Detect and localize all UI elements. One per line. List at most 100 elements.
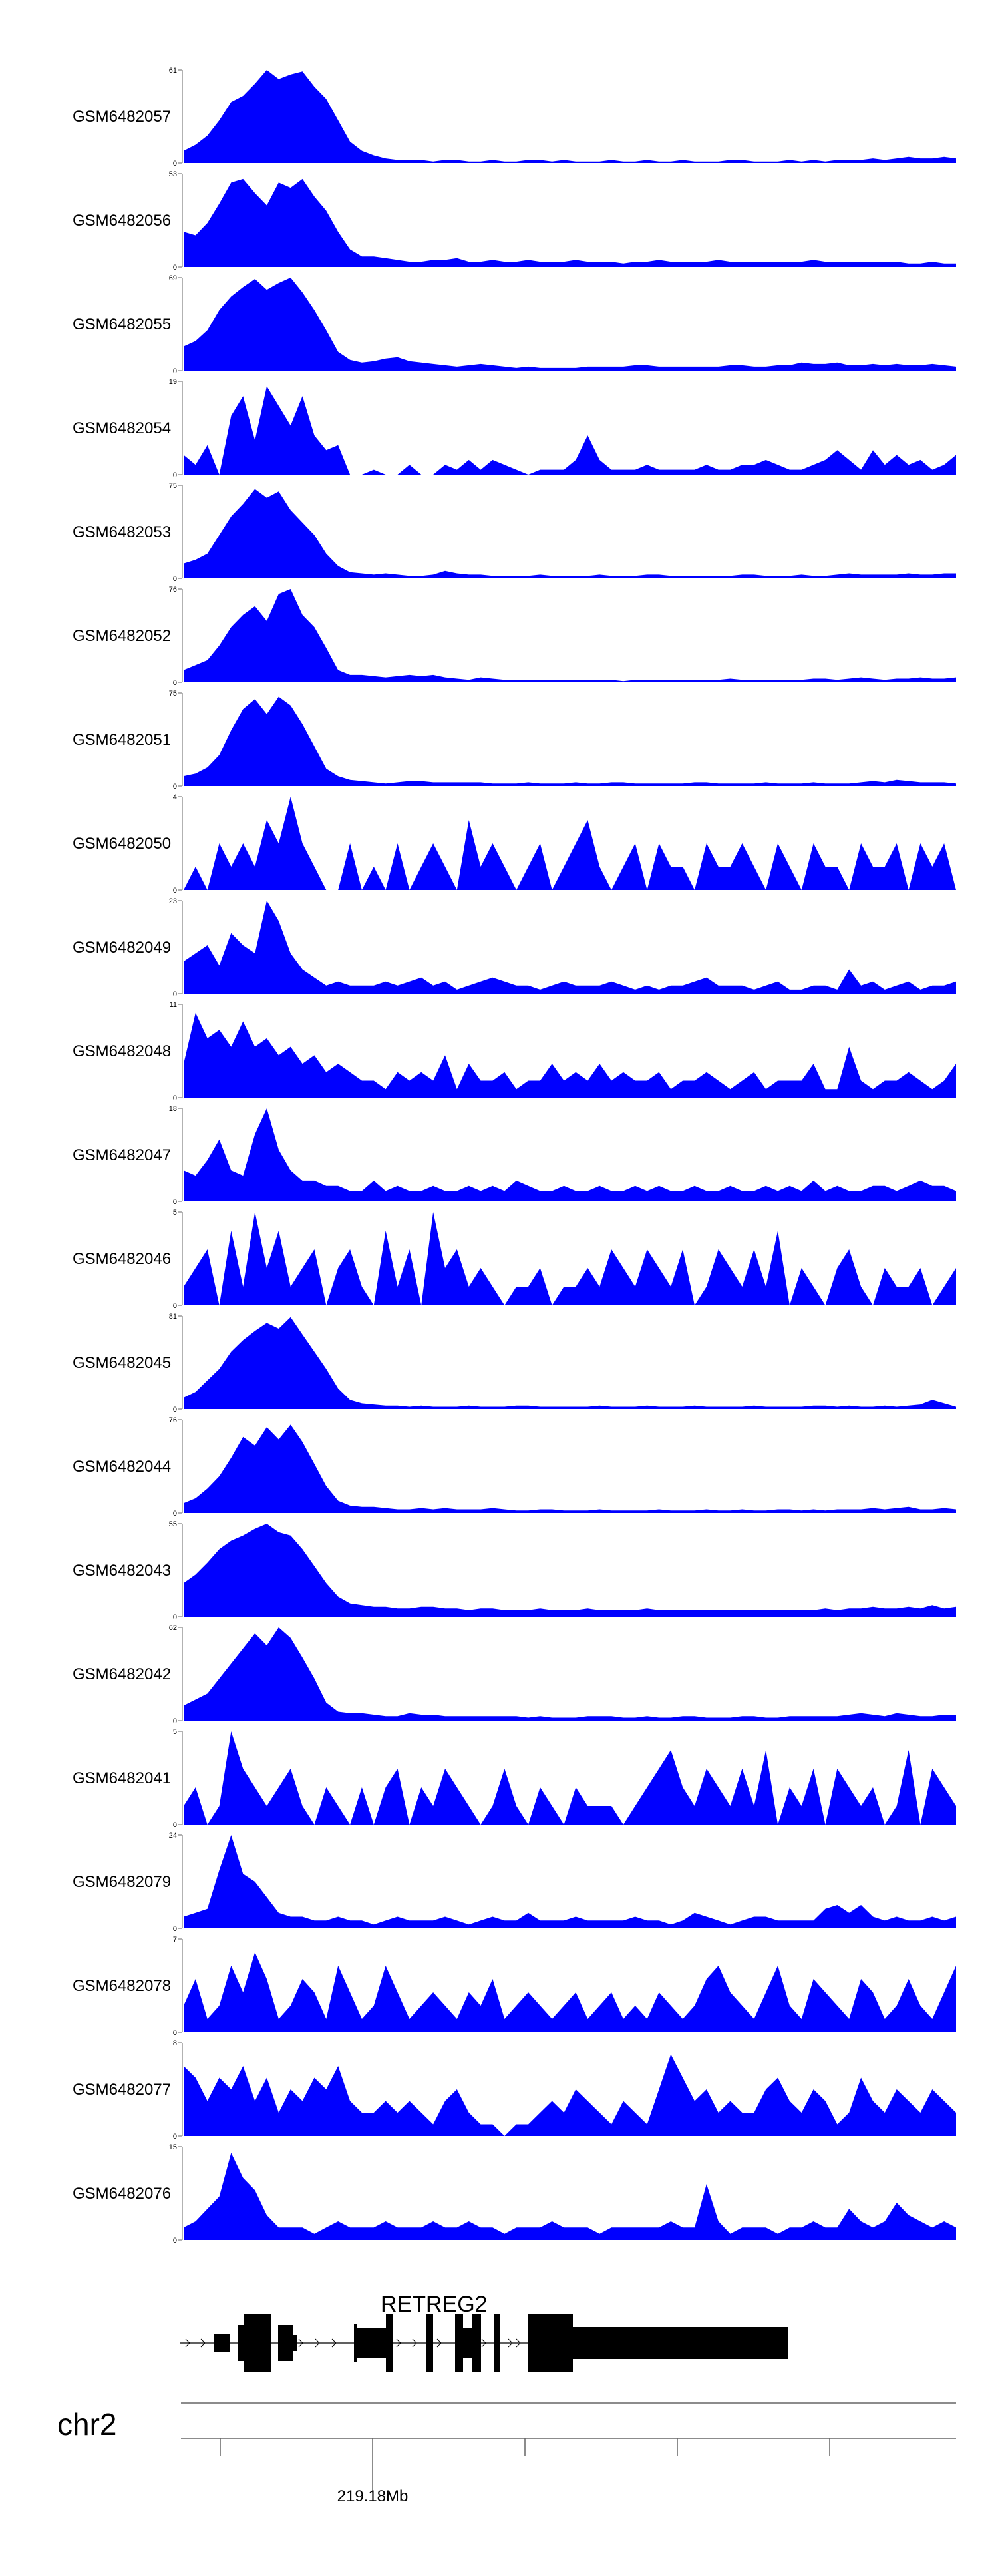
track: GSM6482046 5 0: [73, 1209, 956, 1310]
strand-arrow: [436, 2338, 442, 2348]
track-label: GSM6482047: [73, 1146, 171, 1164]
track-label: GSM6482045: [73, 1354, 171, 1372]
gene-strand-arrows: [185, 2338, 521, 2348]
gene-exon: [278, 2325, 293, 2361]
y-max-label: 15: [169, 2143, 177, 2151]
track: GSM6482052 76 0: [73, 586, 956, 687]
track-label: GSM6482052: [73, 627, 171, 645]
signal-area: [184, 1108, 956, 1201]
y-min-label: 0: [173, 1821, 177, 1829]
y-min-label: 0: [173, 1717, 177, 1725]
chromosome-label: chr2: [57, 2407, 116, 2442]
y-min-label: 0: [173, 990, 177, 998]
gene-exon: [455, 2314, 463, 2372]
gene-exon: [573, 2327, 788, 2359]
y-min-label: 0: [173, 1406, 177, 1414]
track: GSM6482044 76 0: [73, 1416, 956, 1518]
strand-arrow: [185, 2338, 190, 2348]
track-label: GSM6482042: [73, 1665, 171, 1683]
strand-arrow: [298, 2338, 303, 2348]
y-min-label: 0: [173, 1094, 177, 1102]
gene-exons: [214, 2314, 788, 2372]
strand-arrow: [508, 2338, 513, 2348]
signal-area: [184, 1627, 956, 1721]
signal-area: [184, 589, 956, 682]
signal-area: [184, 489, 956, 578]
chromosome-axis-panel: chr2 219.18Mb: [57, 2402, 956, 2505]
y-max-label: 76: [169, 586, 177, 594]
track-label: GSM6482044: [73, 1458, 171, 1476]
signal-area: [184, 797, 956, 890]
signal-area: [184, 278, 956, 371]
track-label: GSM6482054: [73, 419, 171, 437]
y-max-label: 5: [173, 1728, 177, 1736]
y-min-label: 0: [173, 679, 177, 687]
strand-arrow: [481, 2338, 486, 2348]
track-label: GSM6482048: [73, 1042, 171, 1060]
signal-area: [184, 1424, 956, 1513]
track-label: GSM6482050: [73, 835, 171, 853]
signal-area: [184, 1835, 956, 1928]
track-label: GSM6482076: [73, 2185, 171, 2203]
y-min-label: 0: [173, 1510, 177, 1518]
y-min-label: 0: [173, 1302, 177, 1310]
track: GSM6482057 61 0: [73, 67, 956, 168]
track: GSM6482055 69 0: [73, 274, 956, 375]
y-min-label: 0: [173, 367, 177, 375]
gene-exon: [463, 2328, 472, 2358]
track: GSM6482054 19 0: [73, 378, 956, 479]
track-label: GSM6482057: [73, 108, 171, 126]
signal-area: [184, 386, 956, 475]
signal-area: [184, 1012, 956, 1098]
y-max-label: 62: [169, 1624, 177, 1632]
strand-arrow: [516, 2338, 521, 2348]
signal-area: [184, 2054, 956, 2136]
strand-arrow: [315, 2338, 320, 2348]
gene-exon: [472, 2314, 481, 2372]
signal-area: [184, 696, 956, 786]
signal-area: [184, 70, 956, 163]
signal-area: [184, 1731, 956, 1825]
y-max-label: 7: [173, 1936, 177, 1944]
track-label: GSM6482078: [73, 1977, 171, 1995]
signal-area: [184, 2153, 956, 2240]
track: GSM6482056 53 0: [73, 170, 956, 272]
strand-arrow: [396, 2338, 401, 2348]
y-min-label: 0: [173, 471, 177, 479]
y-max-label: 24: [169, 1832, 177, 1840]
y-max-label: 55: [169, 1520, 177, 1528]
gene-exon: [386, 2314, 393, 2372]
track: GSM6482050 4 0: [73, 793, 956, 895]
y-max-label: 53: [169, 170, 177, 178]
y-max-label: 8: [173, 2039, 177, 2047]
track: GSM6482042 62 0: [73, 1624, 956, 1725]
gene-exon: [426, 2314, 433, 2372]
track: GSM6482077 8 0: [73, 2039, 956, 2141]
y-min-label: 0: [173, 2133, 177, 2141]
track: GSM6482043 55 0: [73, 1520, 956, 1621]
track: GSM6482045 81 0: [73, 1313, 956, 1414]
y-min-label: 0: [173, 264, 177, 272]
y-max-label: 11: [170, 1001, 177, 1009]
gene-exon: [214, 2334, 230, 2352]
y-max-label: 5: [173, 1209, 177, 1217]
y-max-label: 75: [169, 482, 177, 490]
strand-arrow: [200, 2338, 206, 2348]
y-min-label: 0: [173, 575, 177, 583]
track: GSM6482079 24 0: [73, 1832, 956, 1933]
track-label: GSM6482056: [73, 212, 171, 230]
track: GSM6482048 11 0: [73, 1001, 956, 1102]
gene-name-label: RETREG2: [381, 2292, 488, 2317]
track-label: GSM6482079: [73, 1873, 171, 1891]
signal-area: [184, 1952, 956, 2032]
gene-exon: [238, 2325, 244, 2361]
signal-area: [184, 901, 956, 994]
track-label: GSM6482051: [73, 731, 171, 749]
gene-exon: [354, 2324, 357, 2362]
y-min-label: 0: [173, 1613, 177, 1621]
y-min-label: 0: [173, 160, 177, 168]
y-min-label: 0: [173, 887, 177, 895]
y-max-label: 81: [169, 1313, 177, 1321]
y-max-label: 61: [169, 67, 177, 75]
gene-exon: [357, 2328, 386, 2358]
